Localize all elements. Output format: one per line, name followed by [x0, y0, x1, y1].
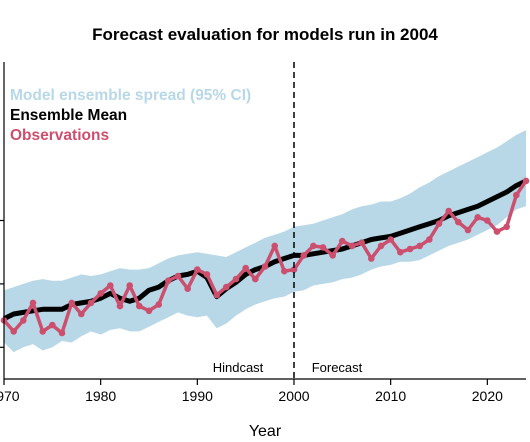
observation-point-1983 — [126, 282, 133, 289]
annotation-forecast: Forecast — [312, 360, 363, 375]
observation-point-2022 — [503, 223, 511, 231]
observation-point-1995 — [242, 264, 249, 272]
observation-point-2018 — [464, 226, 472, 234]
x-tick-label-1990: 1990 — [182, 388, 213, 404]
legend-entry-ensemble-spread: Model ensemble spread (95% CI) — [10, 87, 251, 104]
observation-point-1989 — [184, 285, 191, 293]
observation-point-1975 — [49, 321, 56, 329]
observation-point-1996 — [252, 275, 259, 283]
observation-point-2005 — [339, 237, 346, 245]
observation-point-1982 — [116, 302, 124, 310]
observation-point-1991 — [203, 271, 211, 278]
observation-point-2001 — [300, 252, 308, 259]
observation-point-1992 — [213, 291, 220, 299]
observation-point-2011 — [397, 248, 404, 256]
legend-entry-ensemble-mean: Ensemble Mean — [10, 107, 127, 124]
x-tick-label-2000: 2000 — [278, 388, 309, 404]
observation-point-2003 — [319, 244, 327, 251]
observation-point-2017 — [455, 218, 462, 226]
observation-point-2013 — [416, 242, 424, 250]
observation-point-1999 — [281, 267, 288, 275]
observation-point-2008 — [368, 255, 375, 262]
observation-point-1997 — [261, 263, 269, 270]
observation-point-1993 — [223, 283, 230, 291]
observation-point-2000 — [290, 266, 298, 273]
observation-point-2010 — [387, 236, 395, 243]
observation-point-2014 — [426, 236, 433, 243]
observation-point-2009 — [377, 242, 385, 250]
observation-point-2007 — [358, 239, 366, 246]
observation-point-1986 — [155, 301, 162, 308]
observation-point-2004 — [329, 252, 337, 259]
legend: Model ensemble spread (95% CI) Ensemble … — [10, 87, 251, 144]
observation-point-1994 — [232, 275, 240, 283]
observation-point-1985 — [145, 307, 153, 315]
observation-point-1979 — [87, 299, 95, 307]
observation-point-2002 — [310, 242, 317, 250]
observation-point-2024 — [522, 177, 530, 185]
x-tick-label-2020: 2020 — [472, 388, 503, 404]
observation-point-2016 — [445, 207, 453, 215]
observation-point-1987 — [165, 277, 172, 285]
observation-point-2020 — [484, 217, 491, 224]
observation-point-1973 — [29, 299, 37, 307]
x-axis-label: Year — [249, 423, 282, 440]
observation-point-2015 — [435, 220, 443, 227]
observation-point-1980 — [97, 290, 104, 297]
x-tick-label-1980: 1980 — [85, 388, 116, 404]
observation-point-1981 — [107, 282, 114, 289]
observation-point-1977 — [68, 299, 75, 307]
observation-point-2019 — [474, 214, 482, 221]
plot-area: 1970 1980 1990 2000 2010 2020 — [0, 62, 530, 404]
legend-entry-observations: Observations — [10, 127, 109, 144]
observation-point-1972 — [20, 317, 27, 324]
x-tick-label-2010: 2010 — [375, 388, 406, 404]
observation-point-1998 — [271, 242, 279, 250]
observation-point-1978 — [78, 310, 85, 318]
observation-point-1974 — [39, 328, 46, 335]
observation-point-1984 — [136, 302, 143, 310]
observation-point-1990 — [194, 266, 201, 273]
annotation-hindcast: Hindcast — [213, 360, 264, 375]
observation-point-1971 — [10, 328, 17, 335]
chart-title: Forecast evaluation for models run in 20… — [92, 25, 438, 44]
observation-point-1988 — [174, 272, 182, 280]
observation-point-2012 — [406, 245, 414, 253]
ensemble-spread-band — [4, 130, 526, 353]
observation-point-2023 — [513, 191, 520, 199]
observation-point-2021 — [493, 228, 501, 235]
x-tick-label-1970: 1970 — [0, 388, 20, 404]
observation-point-1976 — [58, 329, 66, 337]
observation-point-2006 — [348, 242, 356, 250]
